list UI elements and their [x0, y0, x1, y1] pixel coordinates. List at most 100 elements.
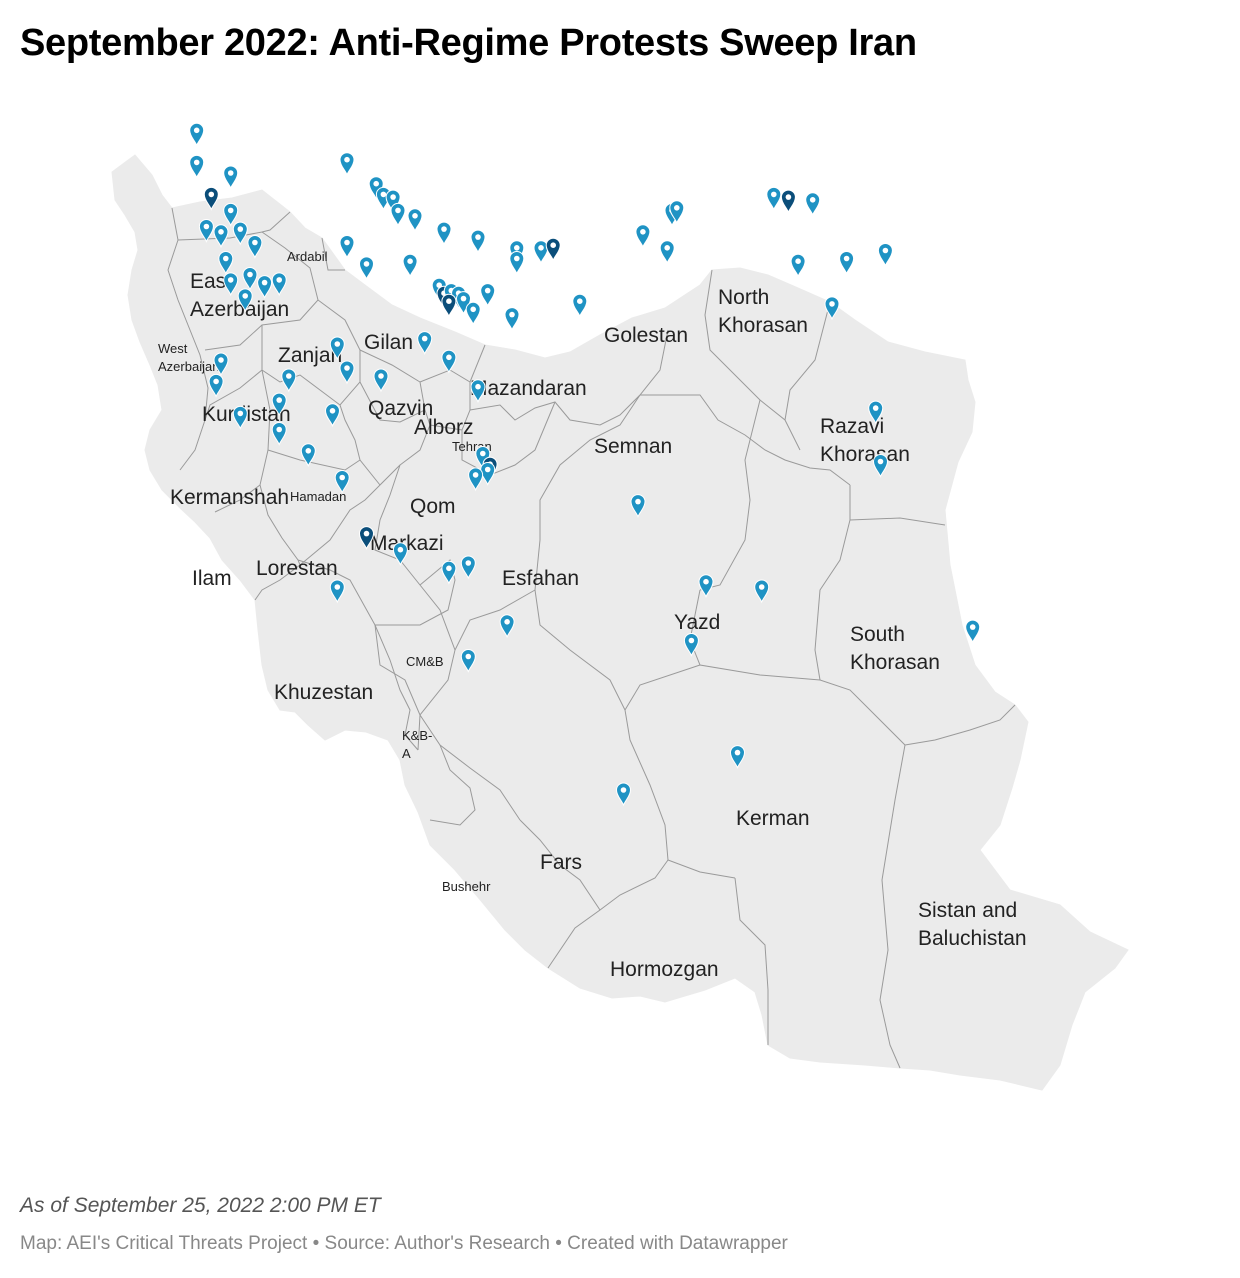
region-label-kermanshah: Kermanshah	[170, 486, 289, 509]
map-pin-icon[interactable]	[358, 526, 375, 550]
map-pin-icon[interactable]	[339, 235, 355, 259]
pin-center	[227, 277, 234, 283]
map-pin-icon[interactable]	[281, 368, 297, 393]
map-pin-icon[interactable]	[698, 574, 714, 599]
map-pin-icon[interactable]	[417, 331, 433, 355]
map-pin-icon[interactable]	[223, 165, 239, 190]
pin-body	[824, 296, 840, 321]
pin-center	[734, 749, 741, 756]
map-pin-icon[interactable]	[339, 360, 355, 385]
border-line	[374, 624, 421, 716]
map-pin-icon[interactable]	[683, 633, 699, 657]
map-pin-icon[interactable]	[729, 745, 746, 769]
border-line	[879, 744, 906, 1069]
map-pin-icon[interactable]	[659, 240, 675, 265]
pin-body	[533, 240, 549, 265]
map-pin-icon[interactable]	[189, 154, 205, 179]
map-pin-icon[interactable]	[358, 256, 375, 281]
map-pin-icon[interactable]	[572, 293, 588, 318]
map-pin-icon[interactable]	[965, 619, 981, 644]
map-pin-icon[interactable]	[271, 272, 287, 297]
map-pin-icon[interactable]	[242, 267, 258, 291]
map-pin-icon[interactable]	[271, 422, 287, 446]
border-line	[259, 484, 301, 566]
map-pin-icon[interactable]	[189, 122, 205, 147]
map-pin-icon[interactable]	[615, 782, 632, 807]
map-pin-icon[interactable]	[247, 235, 263, 259]
map-pin-icon[interactable]	[436, 221, 452, 246]
map-pin-icon[interactable]	[257, 275, 273, 299]
map-pin-icon[interactable]	[198, 219, 214, 243]
map-pin-icon[interactable]	[868, 400, 884, 425]
map-pin-icon[interactable]	[339, 152, 355, 177]
pin-center	[872, 405, 879, 411]
pin-center	[397, 546, 404, 553]
map-pin-icon[interactable]	[232, 405, 248, 430]
map-pin-icon[interactable]	[839, 251, 855, 275]
map-pin-icon[interactable]	[213, 352, 229, 377]
map-pin-icon[interactable]	[480, 462, 496, 486]
map-pin-icon[interactable]	[872, 454, 889, 478]
map-pin-icon[interactable]	[533, 240, 549, 265]
map-pin-icon[interactable]	[790, 253, 806, 278]
pin-body	[213, 224, 229, 249]
map-pin-icon[interactable]	[470, 379, 486, 404]
map-pin-icon[interactable]	[465, 301, 481, 326]
map-pin-icon[interactable]	[754, 579, 770, 604]
map-pin-icon[interactable]	[271, 392, 287, 417]
border-line	[297, 559, 419, 751]
pin-center	[344, 365, 350, 371]
pin-center	[472, 472, 479, 478]
pin-center	[809, 197, 816, 203]
map-pin-icon[interactable]	[470, 229, 486, 254]
map-pin-icon[interactable]	[232, 221, 248, 246]
map-pin-icon[interactable]	[504, 307, 520, 331]
map-pin-icon[interactable]	[441, 349, 457, 374]
map-pin-icon[interactable]	[766, 186, 782, 211]
map-pin-icon[interactable]	[324, 403, 341, 428]
map-pin-icon[interactable]	[824, 296, 840, 321]
pin-center	[193, 127, 200, 134]
map-pin-icon[interactable]	[223, 272, 239, 297]
map-pin-icon[interactable]	[545, 237, 561, 262]
map-pin-icon[interactable]	[213, 224, 229, 249]
pin-center	[829, 301, 835, 307]
map-pin-icon[interactable]	[203, 186, 219, 211]
map-pin-icon[interactable]	[329, 336, 345, 361]
pin-center	[363, 261, 370, 267]
map-pin-icon[interactable]	[805, 192, 821, 217]
map-pin-icon[interactable]	[300, 443, 316, 468]
map-pin-icon[interactable]	[460, 555, 476, 580]
border-line	[640, 394, 851, 486]
map-pin-icon[interactable]	[630, 494, 646, 518]
map-pin-icon[interactable]	[441, 560, 457, 585]
map-pin-icon[interactable]	[407, 208, 423, 233]
map-pin-icon[interactable]	[509, 251, 525, 275]
pin-body	[271, 392, 287, 417]
pin-body	[766, 186, 782, 211]
map-pin-icon[interactable]	[780, 189, 796, 214]
map-pin-icon[interactable]	[237, 288, 253, 313]
pin-body	[615, 782, 632, 807]
pin-center	[877, 458, 884, 465]
map-pin-icon[interactable]	[480, 283, 496, 307]
map-pin-icon[interactable]	[441, 293, 457, 318]
map-pin-icon[interactable]	[218, 251, 234, 275]
border-line	[374, 424, 456, 651]
pin-body	[509, 251, 525, 275]
map-pin-icon[interactable]	[329, 579, 345, 604]
map-pin-icon[interactable]	[499, 614, 515, 639]
map-pin-icon[interactable]	[208, 373, 224, 398]
map-pin-icon[interactable]	[877, 243, 893, 267]
map-pin-icon[interactable]	[460, 649, 476, 673]
map-pin-icon[interactable]	[373, 368, 389, 393]
map-pin-icon[interactable]	[402, 253, 418, 278]
map-pin-icon[interactable]	[468, 467, 484, 492]
map-pin-icon[interactable]	[223, 202, 239, 227]
map-pin-icon[interactable]	[392, 542, 408, 567]
pin-body	[480, 283, 496, 307]
map-pin-icon[interactable]	[334, 470, 350, 494]
map-pin-icon[interactable]	[669, 200, 685, 225]
map-pin-icon[interactable]	[635, 224, 651, 249]
map-pin-icon[interactable]	[390, 202, 406, 227]
